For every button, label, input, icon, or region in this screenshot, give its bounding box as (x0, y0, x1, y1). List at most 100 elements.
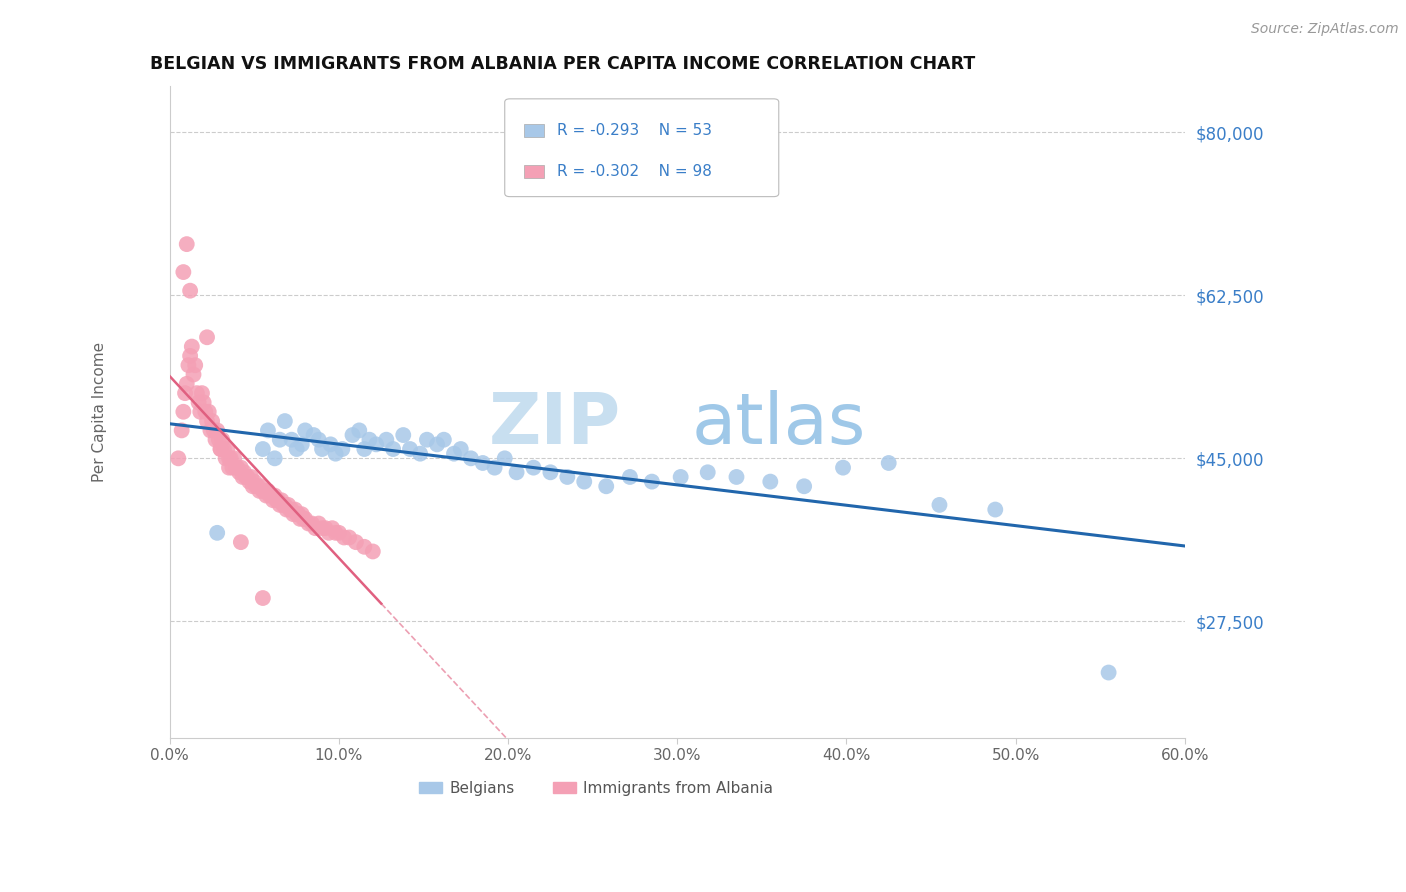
Point (361, 544, 384, 558)
Point (353, 540, 375, 554)
Point (333, 531, 356, 545)
Point (176, 237, 198, 252)
Point (245, 479, 267, 493)
Point (172, 265, 194, 279)
Point (218, 460, 240, 475)
Text: Source: ZipAtlas.com: Source: ZipAtlas.com (1251, 22, 1399, 37)
Point (292, 512, 315, 526)
Point (984, 502, 1007, 516)
Point (209, 442, 232, 456)
Point (285, 442, 308, 456)
Point (311, 521, 333, 535)
Point (191, 386, 214, 401)
Point (302, 428, 325, 442)
Point (433, 433, 456, 447)
Point (696, 465, 718, 479)
Point (344, 535, 367, 549)
Point (167, 451, 190, 466)
Point (183, 368, 205, 382)
Point (267, 493, 290, 508)
Point (291, 507, 314, 521)
Point (304, 521, 326, 535)
Point (314, 521, 336, 535)
Point (494, 451, 516, 466)
Point (260, 489, 283, 503)
Point (232, 470, 254, 484)
Point (262, 493, 284, 508)
Point (200, 424, 222, 438)
Point (294, 512, 316, 526)
Point (217, 442, 239, 456)
Point (399, 442, 422, 456)
Point (249, 483, 271, 498)
Point (254, 489, 277, 503)
Point (641, 475, 664, 489)
Point (557, 470, 579, 484)
Point (209, 442, 232, 456)
Point (450, 442, 472, 456)
Point (269, 498, 291, 512)
Point (208, 433, 231, 447)
Point (349, 424, 371, 438)
Point (297, 516, 319, 531)
Point (277, 498, 299, 512)
Point (353, 442, 375, 456)
Point (257, 483, 280, 498)
FancyBboxPatch shape (505, 99, 779, 196)
Point (240, 470, 263, 484)
Point (321, 521, 343, 535)
Point (505, 465, 527, 479)
Point (225, 460, 247, 475)
Point (259, 489, 281, 503)
Point (759, 475, 782, 489)
Point (278, 502, 301, 516)
Point (236, 470, 259, 484)
Point (274, 414, 297, 428)
Point (619, 470, 641, 484)
Point (257, 424, 280, 438)
Point (177, 358, 200, 372)
Point (285, 507, 308, 521)
Point (246, 479, 269, 493)
Point (179, 284, 201, 298)
Point (195, 414, 218, 428)
Point (219, 451, 242, 466)
Point (392, 428, 415, 442)
Point (253, 483, 276, 498)
Point (174, 386, 197, 401)
Point (311, 442, 333, 456)
Point (235, 470, 257, 484)
Point (195, 330, 218, 344)
Point (443, 447, 465, 461)
Y-axis label: Per Capita Income: Per Capita Income (93, 342, 107, 482)
Point (337, 531, 360, 545)
Point (276, 502, 298, 516)
Point (193, 395, 215, 409)
Point (382, 442, 405, 456)
Point (187, 395, 209, 409)
Point (224, 451, 246, 466)
Point (212, 442, 235, 456)
Point (202, 424, 225, 438)
Point (221, 460, 243, 475)
Point (522, 460, 544, 475)
Point (328, 525, 350, 540)
Point (284, 502, 307, 516)
Point (188, 405, 211, 419)
Point (205, 525, 228, 540)
Point (318, 525, 340, 540)
Point (266, 493, 288, 508)
Point (205, 424, 228, 438)
Text: BELGIAN VS IMMIGRANTS FROM ALBANIA PER CAPITA INCOME CORRELATION CHART: BELGIAN VS IMMIGRANTS FROM ALBANIA PER C… (149, 55, 974, 73)
Point (233, 465, 256, 479)
Legend: Belgians, Immigrants from Albania: Belgians, Immigrants from Albania (413, 774, 779, 802)
Point (294, 424, 316, 438)
Point (574, 475, 596, 489)
Point (877, 456, 900, 470)
Point (460, 451, 482, 466)
Point (1097, 665, 1119, 680)
Point (263, 489, 285, 503)
Point (176, 376, 198, 391)
Point (375, 433, 398, 447)
Point (243, 475, 266, 489)
